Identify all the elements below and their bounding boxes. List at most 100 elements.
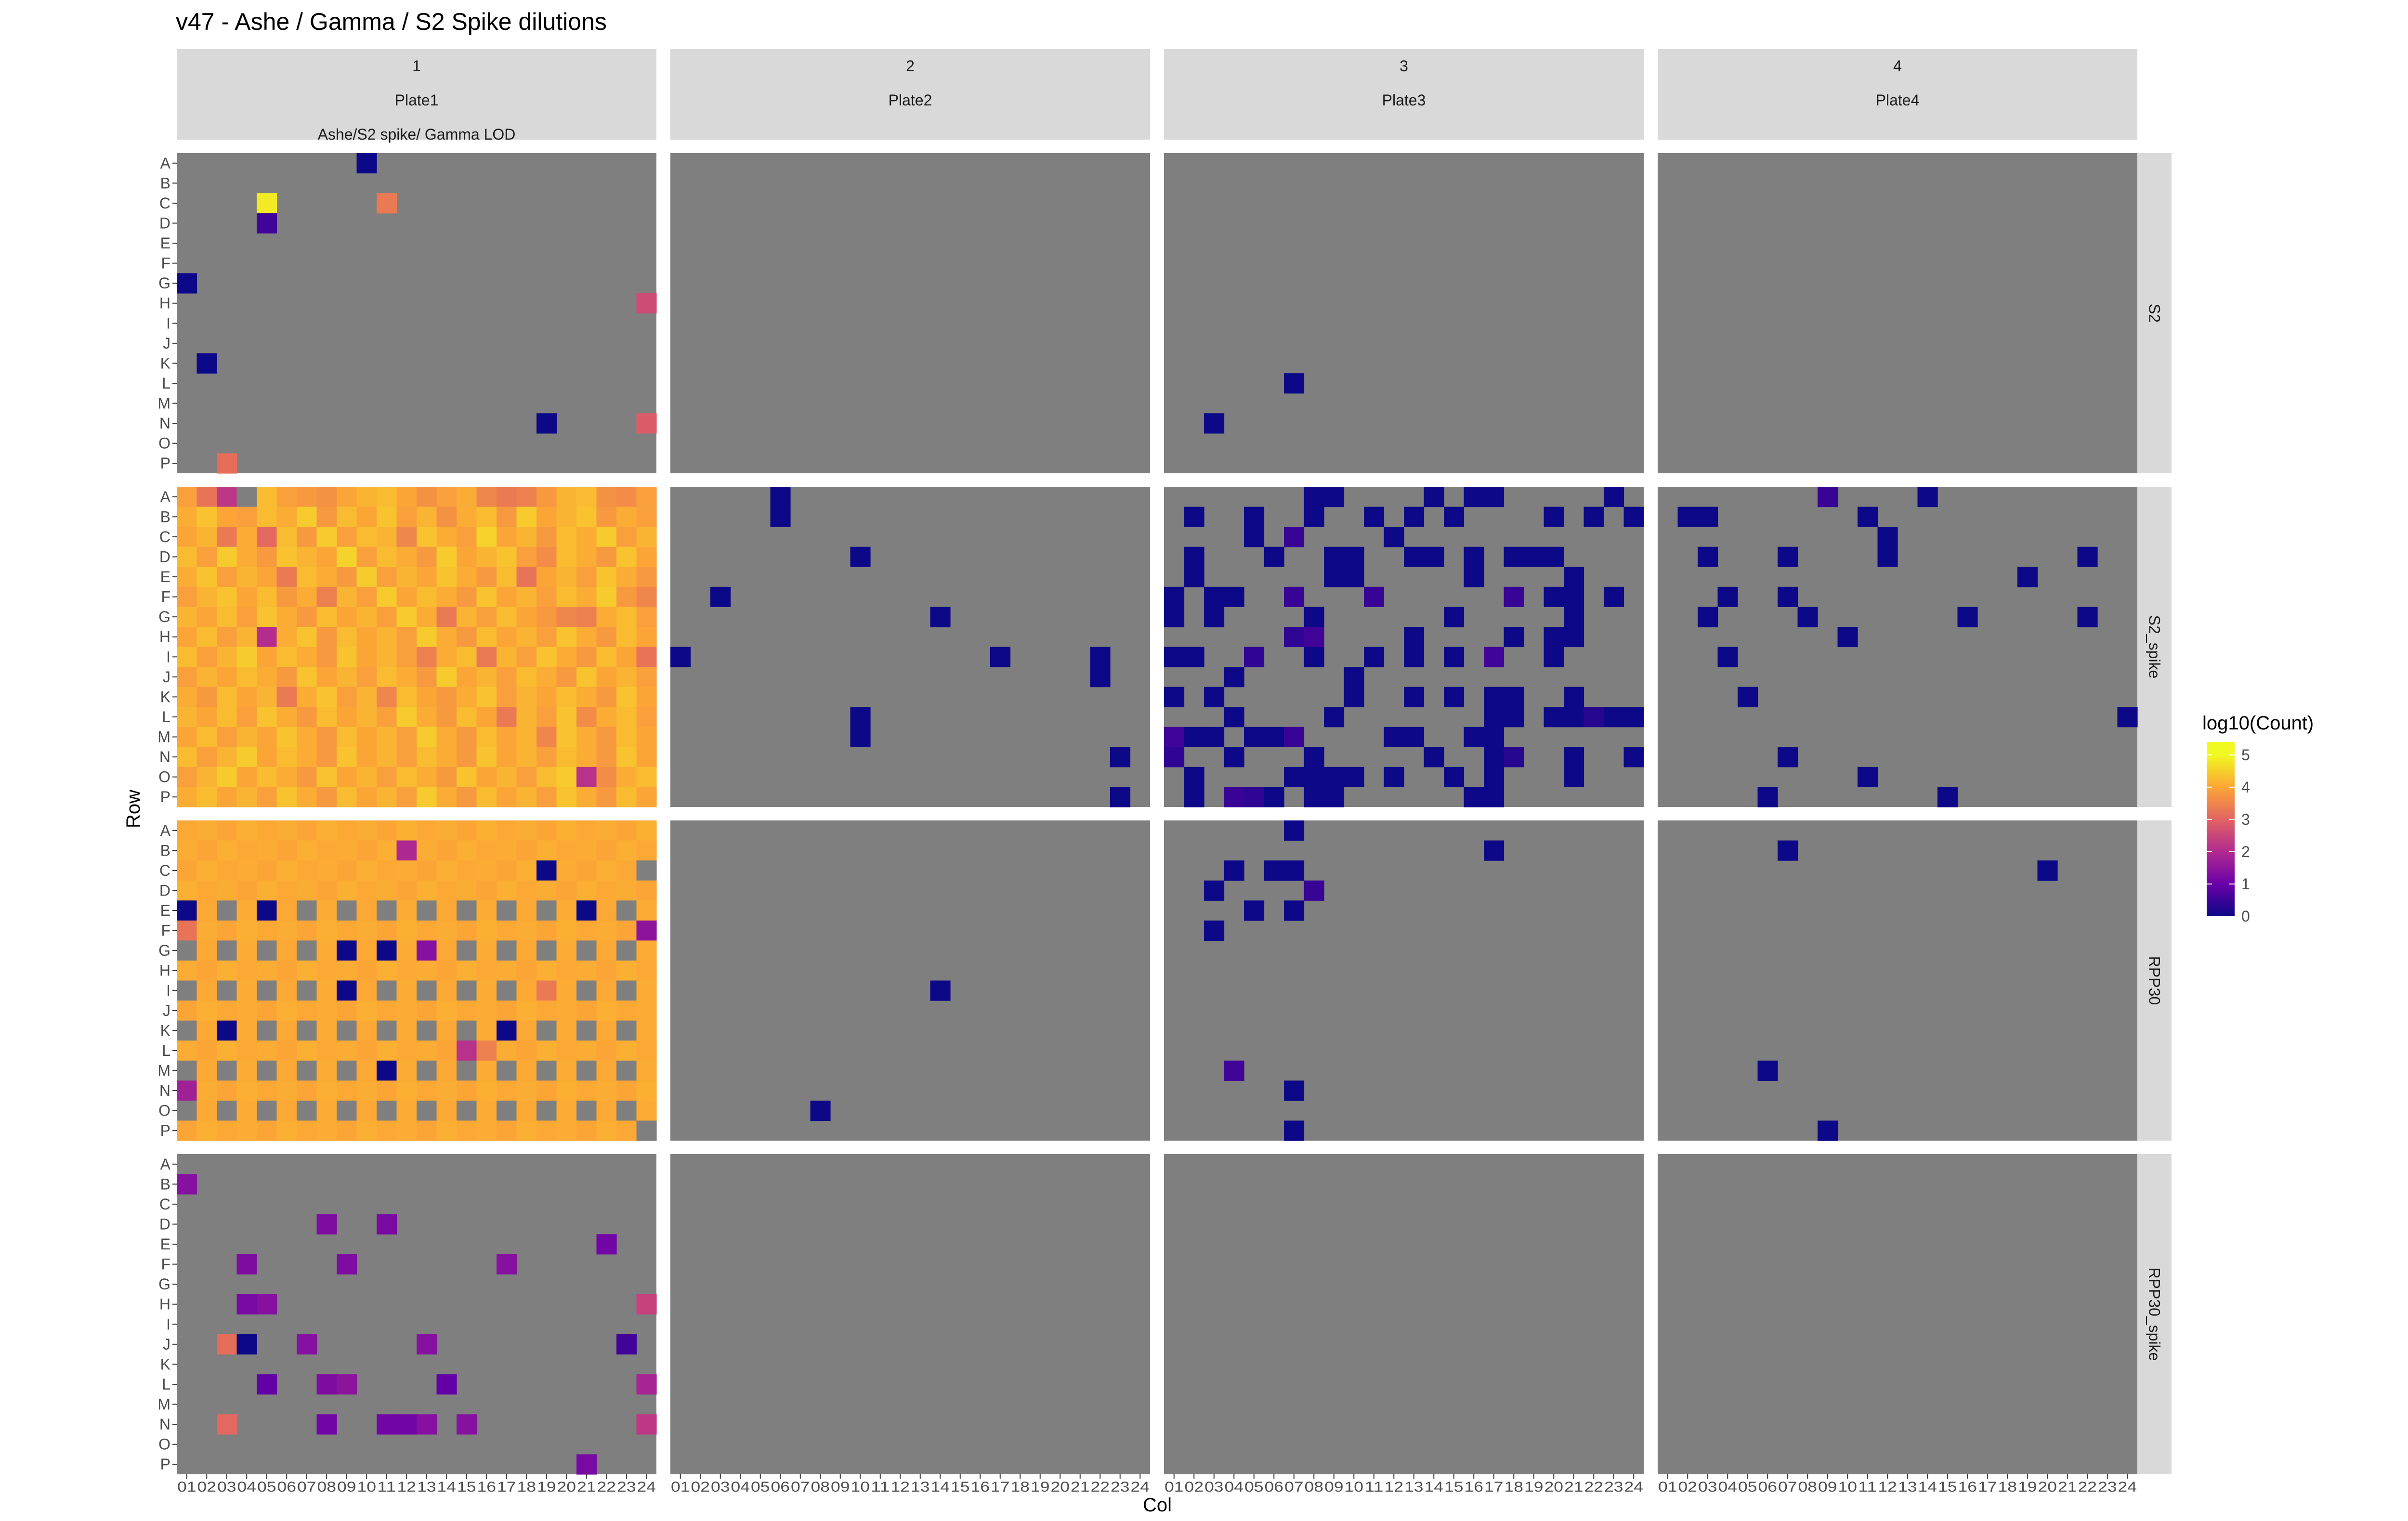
y-tick-label: I [166,1315,170,1333]
y-tick-label: B [160,174,170,192]
heat-tile [596,1001,617,1021]
y-tick-label: E [160,568,170,585]
heat-tile [1224,787,1244,807]
heat-tile [516,687,537,707]
heat-tile [396,1100,417,1121]
heat-tile [1244,900,1265,921]
heat-tile [497,687,517,707]
heat-tile [1957,607,1978,627]
heat-tile [436,687,457,707]
heat-tile [276,1060,297,1081]
heat-tile [576,1060,597,1081]
heat-tile [930,607,951,627]
heat-tile [556,687,577,707]
heat-tile [476,820,497,841]
x-tick-label: 09 [831,1479,850,1495]
heat-tile [377,860,397,881]
heat-tile [596,1060,617,1081]
heat-tile [476,840,497,861]
heat-tile [196,546,217,567]
heat-tile [476,900,497,921]
heat-tile [556,626,577,648]
heat-tile [616,787,637,807]
heat-tile [217,1080,237,1101]
heat-tile [1564,626,1584,648]
heat-tile [356,880,377,901]
x-tick-label: 24 [2118,1479,2137,1495]
heat-tile [596,527,617,547]
heat-tile [1564,767,1584,788]
heat-tile [1184,647,1204,667]
heat-tile [297,707,317,728]
heat-tile [537,1080,557,1101]
heat-tile [1344,687,1364,707]
heat-tile [236,507,257,527]
heat-tile [417,1120,437,1141]
heat-tile [616,527,637,547]
heat-tile [396,687,417,707]
heat-tile [297,727,317,747]
heat-tile [356,1020,377,1041]
heat-tile [516,727,537,747]
heat-tile [1504,546,1524,567]
heat-tile [1623,747,1644,767]
heat-tile [177,920,197,941]
heat-tile [436,1040,457,1061]
heat-tile [1504,747,1524,767]
y-tick-label: F [161,1256,170,1273]
heat-tile [177,1120,197,1141]
heat-tile [576,687,597,707]
strip-row-S2 [2137,153,2172,473]
heat-tile [417,840,437,861]
heat-tile [1204,727,1225,747]
heat-tile [636,980,657,1001]
strip-col-4 [1658,49,2137,140]
heat-tile [196,1020,217,1041]
heat-tile [217,1060,237,1081]
heat-tile [1284,860,1305,881]
x-tick-label: 19 [1524,1479,1544,1495]
x-tick-label: 11 [1364,1479,1384,1495]
strip-plate-number: 3 [1400,57,1408,75]
heat-tile [436,980,457,1001]
heat-tile [1484,687,1505,707]
heat-tile [337,940,357,961]
heat-tile [257,607,277,627]
heat-tile [1484,487,1505,507]
heat-tile [596,880,617,901]
heat-tile [337,920,357,941]
heat-tile [196,860,217,881]
heat-tile [217,546,237,567]
heat-tile [276,820,297,841]
heat-tile [497,1040,517,1061]
x-tick-label: 11 [377,1479,396,1495]
heat-tile [1384,727,1404,747]
x-tick-label: 01 [1658,1479,1677,1495]
heat-tile [537,1020,557,1041]
y-tick-label: F [161,588,170,606]
heat-tile [276,1020,297,1041]
heat-tile [636,586,657,607]
heat-tile [1324,767,1345,788]
heat-tile [316,787,337,807]
y-tick-label: J [163,1336,170,1353]
heat-tile [1284,900,1305,921]
heat-tile [616,647,637,667]
heat-tile [196,820,217,841]
panel-RPP30_spike-Plate2 [670,1154,1150,1474]
heat-tile [177,626,197,648]
heat-tile [417,607,437,627]
x-tick-label: 22 [597,1479,616,1495]
heat-tile [616,767,637,788]
heat-tile [476,707,497,728]
heat-tile [476,1100,497,1121]
heat-tile [556,900,577,921]
heat-tile [417,1100,437,1121]
heat-tile [1837,626,1858,648]
heat-tile [457,980,477,1001]
heat-tile [177,507,197,527]
heat-tile [516,647,537,667]
heat-tile [516,667,537,688]
panel-background [1658,820,2137,1141]
heat-tile [636,687,657,707]
